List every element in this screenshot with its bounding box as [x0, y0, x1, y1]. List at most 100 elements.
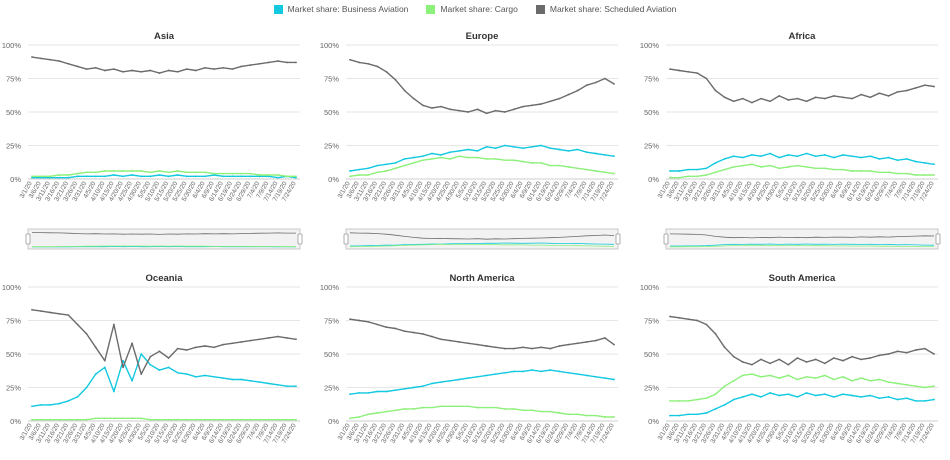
point-asia-market-share-cargo-27 [276, 174, 279, 176]
point-europe-market-share-business-aviation-26 [585, 151, 588, 154]
point-north-america-market-share-cargo-2 [367, 413, 370, 416]
point-asia-market-share-scheduled-aviation-2 [49, 58, 52, 61]
navigator-handle-africa-1[interactable] [935, 233, 941, 245]
point-oceania-market-share-cargo-14 [158, 418, 161, 421]
point-north-america-market-share-scheduled-aviation-15 [485, 345, 488, 347]
chart-title-asia: Asia [154, 31, 175, 42]
point-oceania-market-share-scheduled-aviation-12 [140, 373, 143, 375]
point-europe-market-share-scheduled-aviation-22 [549, 100, 552, 103]
point-south-america-market-share-cargo-11 [769, 374, 772, 377]
point-africa-market-share-scheduled-aviation-0 [669, 68, 671, 71]
point-oceania-market-share-cargo-19 [204, 418, 206, 421]
point-europe-market-share-scheduled-aviation-7 [412, 97, 415, 100]
point-north-america-market-share-business-aviation-25 [576, 373, 579, 375]
point-south-america-market-share-scheduled-aviation-29 [933, 353, 935, 355]
point-africa-market-share-scheduled-aviation-14 [796, 97, 799, 100]
navigator-handle-europe-0[interactable] [343, 233, 349, 245]
point-europe-market-share-business-aviation-24 [567, 149, 570, 152]
point-north-america-market-share-scheduled-aviation-26 [585, 341, 588, 343]
series-line-africa-market-share-business-aviation [670, 152, 935, 172]
point-south-america-market-share-cargo-3 [696, 398, 699, 401]
point-europe-market-share-cargo-20 [531, 162, 533, 164]
point-north-america-market-share-cargo-19 [522, 409, 524, 412]
point-asia-market-share-business-aviation-12 [140, 175, 143, 178]
y-tick-label-north-america-2: 50% [324, 350, 339, 359]
navigator-handle-asia-1[interactable] [297, 233, 303, 245]
series-line-south-america-market-share-cargo [670, 373, 935, 402]
point-europe-market-share-business-aviation-21 [540, 144, 543, 147]
point-oceania-market-share-business-aviation-8 [103, 366, 106, 369]
point-south-america-market-share-business-aviation-11 [769, 391, 772, 394]
chart-europe: Europe0%25%50%75%100%3/1/203/6/203/11/20… [320, 31, 621, 250]
point-europe-market-share-scheduled-aviation-14 [476, 108, 479, 111]
point-oceania-market-share-business-aviation-14 [158, 369, 161, 371]
point-africa-market-share-scheduled-aviation-27 [914, 86, 917, 89]
point-europe-market-share-cargo-19 [522, 160, 524, 163]
point-north-america-market-share-scheduled-aviation-1 [358, 319, 361, 322]
point-south-america-market-share-cargo-7 [732, 379, 735, 382]
legend-item-business-aviation[interactable]: Market share: Business Aviation [273, 4, 408, 14]
point-north-america-market-share-cargo-13 [467, 405, 470, 408]
point-africa-market-share-scheduled-aviation-20 [851, 97, 853, 100]
point-asia-market-share-cargo-19 [204, 171, 206, 174]
point-oceania-market-share-business-aviation-11 [131, 379, 134, 382]
point-south-america-market-share-scheduled-aviation-7 [732, 355, 735, 358]
point-oceania-market-share-business-aviation-20 [213, 375, 215, 378]
point-africa-market-share-scheduled-aviation-16 [814, 96, 817, 99]
legend-item-scheduled-aviation[interactable]: Market share: Scheduled Aviation [535, 4, 676, 14]
point-oceania-market-share-scheduled-aviation-5 [76, 323, 79, 326]
point-europe-market-share-scheduled-aviation-15 [485, 112, 488, 115]
point-south-america-market-share-scheduled-aviation-1 [678, 316, 681, 319]
point-europe-market-share-cargo-4 [385, 170, 388, 172]
point-south-america-market-share-business-aviation-6 [723, 404, 726, 406]
point-africa-market-share-scheduled-aviation-12 [778, 95, 781, 97]
point-asia-market-share-scheduled-aviation-9 [113, 68, 115, 71]
point-asia-market-share-cargo-16 [176, 170, 179, 172]
point-asia-market-share-scheduled-aviation-3 [58, 60, 61, 62]
point-north-america-market-share-cargo-26 [585, 414, 588, 417]
series-line-asia-market-share-business-aviation [32, 174, 297, 179]
navigator-handle-europe-1[interactable] [615, 233, 621, 245]
point-north-america-market-share-business-aviation-26 [585, 374, 588, 377]
navigator-handle-asia-0[interactable] [25, 233, 31, 245]
point-asia-market-share-scheduled-aviation-6 [85, 68, 88, 71]
point-europe-market-share-business-aviation-2 [367, 167, 370, 170]
point-north-america-market-share-business-aviation-22 [549, 369, 552, 371]
point-africa-market-share-scheduled-aviation-4 [705, 77, 708, 80]
point-south-america-market-share-cargo-27 [914, 385, 917, 388]
point-oceania-market-share-scheduled-aviation-28 [285, 337, 288, 339]
point-africa-market-share-cargo-17 [823, 167, 826, 170]
point-north-america-market-share-business-aviation-21 [540, 370, 543, 373]
legend-item-cargo[interactable]: Market share: Cargo [426, 4, 518, 14]
point-europe-market-share-business-aviation-0 [349, 170, 351, 172]
point-africa-market-share-scheduled-aviation-21 [860, 93, 863, 96]
point-north-america-market-share-business-aviation-16 [494, 373, 497, 375]
point-oceania-market-share-scheduled-aviation-13 [149, 355, 152, 358]
navigator-handle-africa-0[interactable] [663, 233, 669, 245]
point-europe-market-share-scheduled-aviation-1 [358, 61, 361, 64]
point-europe-market-share-cargo-15 [485, 158, 488, 160]
point-africa-market-share-business-aviation-21 [860, 156, 863, 159]
point-africa-market-share-scheduled-aviation-24 [887, 95, 890, 97]
point-africa-market-share-scheduled-aviation-17 [823, 97, 826, 100]
point-north-america-market-share-scheduled-aviation-11 [449, 339, 452, 342]
point-north-america-market-share-business-aviation-29 [613, 378, 615, 381]
point-south-america-market-share-scheduled-aviation-5 [714, 333, 717, 335]
navigator-line-europe-market-share-business-aviation [349, 242, 615, 247]
point-africa-market-share-business-aviation-6 [723, 158, 726, 160]
point-asia-market-share-scheduled-aviation-7 [94, 66, 97, 69]
point-oceania-market-share-business-aviation-17 [185, 373, 188, 375]
point-africa-market-share-business-aviation-27 [914, 160, 917, 163]
point-oceania-market-share-cargo-26 [267, 418, 270, 421]
point-oceania-market-share-scheduled-aviation-1 [40, 310, 43, 313]
point-oceania-market-share-cargo-11 [131, 417, 134, 420]
legend: Market share: Business Aviation Market s… [0, 0, 950, 18]
point-north-america-market-share-cargo-1 [358, 416, 361, 418]
y-tick-label-asia-4: 100% [2, 41, 22, 50]
point-europe-market-share-cargo-9 [431, 158, 433, 160]
point-africa-market-share-business-aviation-3 [696, 168, 699, 171]
point-south-america-market-share-business-aviation-24 [887, 395, 890, 398]
chart-title-north-america: North America [449, 273, 515, 284]
point-africa-market-share-scheduled-aviation-15 [805, 100, 808, 103]
point-north-america-market-share-business-aviation-18 [512, 370, 515, 373]
